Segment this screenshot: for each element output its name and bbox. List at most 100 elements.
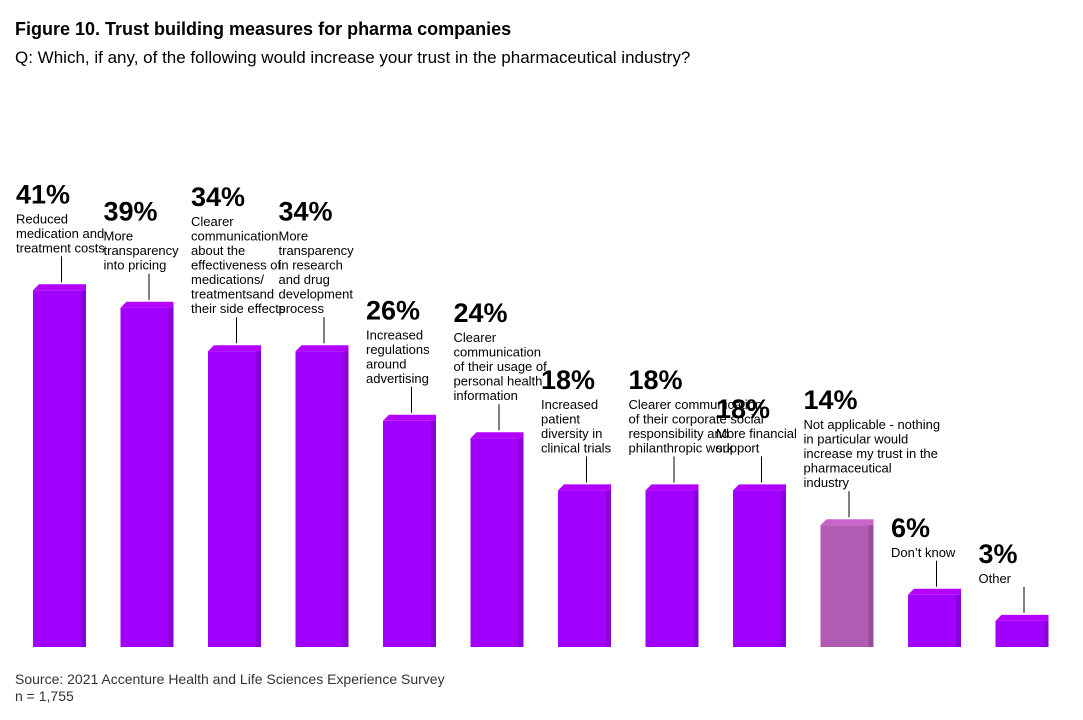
category-label: in research bbox=[279, 258, 343, 273]
category-label: diversity in bbox=[541, 426, 602, 441]
chart-subtitle: Q: Which, if any, of the following would… bbox=[15, 48, 691, 67]
bar-side bbox=[81, 290, 86, 647]
sample-size: n = 1,755 bbox=[15, 688, 74, 704]
value-label: 18% bbox=[541, 365, 595, 395]
category-label: transparency bbox=[279, 243, 355, 258]
bar bbox=[645, 490, 699, 647]
value-label: 24% bbox=[454, 298, 508, 328]
bar bbox=[820, 525, 874, 647]
category-label: Clearer bbox=[191, 214, 234, 229]
category-label: and drug bbox=[279, 272, 330, 287]
bar-side bbox=[256, 351, 261, 647]
bar bbox=[995, 620, 1049, 647]
bar-top bbox=[295, 345, 349, 352]
bar-side bbox=[1043, 620, 1049, 647]
category-label: Increased bbox=[366, 327, 423, 342]
category-label: industry bbox=[804, 475, 850, 490]
category-label: Clearer communication bbox=[629, 397, 763, 412]
bar-side bbox=[168, 307, 174, 647]
bar-top bbox=[383, 414, 436, 421]
value-label: 6% bbox=[891, 513, 930, 543]
category-label: More bbox=[279, 229, 309, 244]
category-label: support bbox=[716, 440, 760, 455]
category-label: Clearer bbox=[454, 330, 497, 345]
category-label: personal health bbox=[454, 374, 543, 389]
bar-top bbox=[908, 588, 961, 595]
source-note: Source: 2021 Accenture Health and Life S… bbox=[15, 671, 445, 705]
value-label: 39% bbox=[104, 197, 158, 227]
bar bbox=[120, 307, 174, 647]
category-label: development bbox=[279, 287, 354, 302]
category-label: treatment costs bbox=[16, 240, 105, 255]
bar bbox=[733, 490, 786, 647]
category-label: Increased bbox=[541, 397, 598, 412]
bar bbox=[908, 594, 961, 647]
value-label: 14% bbox=[804, 385, 858, 415]
bar-side bbox=[781, 490, 786, 647]
bar-top bbox=[208, 345, 261, 352]
category-label: treatmentsand bbox=[191, 287, 274, 302]
category-label: Reduced bbox=[16, 211, 68, 226]
category-label: transparency bbox=[104, 243, 180, 258]
value-label: 3% bbox=[979, 539, 1018, 569]
category-label: medication and bbox=[16, 226, 104, 241]
value-label: 26% bbox=[366, 295, 420, 325]
bar-top bbox=[470, 432, 524, 439]
bar-side bbox=[606, 490, 611, 647]
value-label: 34% bbox=[191, 182, 245, 212]
bar-top bbox=[33, 284, 86, 291]
bar-group: 6% Don’t know bbox=[891, 513, 961, 647]
value-label: 18% bbox=[629, 365, 683, 395]
bar-top bbox=[733, 484, 786, 491]
category-label: of their corporate social bbox=[629, 411, 764, 426]
chart-title: Figure 10. Trust building measures for p… bbox=[15, 19, 512, 39]
category-label: patient bbox=[541, 411, 580, 426]
category-label: medications/ bbox=[191, 272, 264, 287]
bar-top bbox=[820, 519, 874, 526]
bar-side bbox=[518, 438, 524, 647]
category-label: of their usage of bbox=[454, 359, 548, 374]
value-label: 18% bbox=[716, 394, 770, 424]
category-label: in particular would bbox=[804, 432, 909, 447]
bar-side bbox=[431, 420, 436, 647]
bar bbox=[208, 351, 261, 647]
value-label: 34% bbox=[279, 197, 333, 227]
bar-top bbox=[995, 614, 1049, 621]
category-label: Don’t know bbox=[891, 545, 956, 560]
bar bbox=[383, 420, 436, 647]
bar-side bbox=[693, 490, 699, 647]
bar bbox=[470, 438, 524, 647]
category-label: effectiveness of bbox=[191, 258, 281, 273]
category-label: Not applicable - nothing bbox=[804, 417, 941, 432]
bar bbox=[558, 490, 611, 647]
bar-side bbox=[868, 525, 874, 647]
category-label: More financial bbox=[716, 426, 797, 441]
category-label: regulations bbox=[366, 342, 430, 357]
bar-side bbox=[956, 594, 961, 647]
category-label: information bbox=[454, 388, 518, 403]
category-label: clinical trials bbox=[541, 440, 612, 455]
bar-group: 3% Other bbox=[979, 539, 1049, 647]
bar-top bbox=[558, 484, 611, 491]
category-label: their side effects bbox=[191, 301, 286, 316]
category-label: Other bbox=[979, 571, 1012, 586]
source-text: Source: 2021 Accenture Health and Life S… bbox=[15, 671, 445, 687]
category-label: around bbox=[366, 356, 406, 371]
bar-top bbox=[645, 484, 699, 491]
category-label: advertising bbox=[366, 371, 429, 386]
value-label: 41% bbox=[16, 179, 70, 209]
category-label: communication bbox=[191, 229, 278, 244]
category-label: increase my trust in the bbox=[804, 446, 938, 461]
bar-top bbox=[120, 301, 174, 308]
category-label: into pricing bbox=[104, 258, 167, 273]
